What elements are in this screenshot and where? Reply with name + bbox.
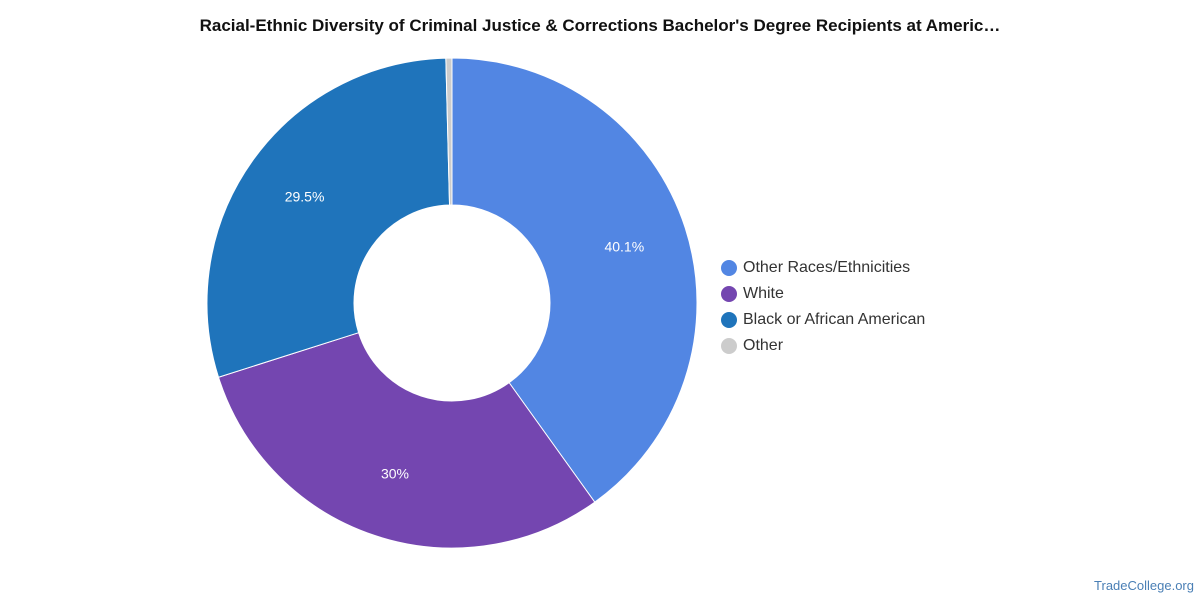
- slice-white[interactable]: [217, 332, 596, 549]
- legend-label: Other Races/Ethnicities: [743, 259, 911, 276]
- source-link[interactable]: TradeCollege.org: [1094, 578, 1194, 593]
- legend-item-other[interactable]: Other: [721, 333, 925, 359]
- slice-other-races-ethnicities[interactable]: [451, 57, 698, 503]
- legend-swatch-icon: [721, 260, 737, 276]
- slices-group: [206, 57, 698, 549]
- slice-label-black-or-african-american: 29.5%: [285, 189, 325, 205]
- chart-title: Racial-Ethnic Diversity of Criminal Just…: [199, 16, 1001, 35]
- legend-label: White: [743, 285, 784, 302]
- chart-legend: Other Races/Ethnicities White Black or Afr…: [721, 255, 925, 359]
- legend-item-other-races-ethnicities[interactable]: Other Races/Ethnicities: [721, 255, 925, 281]
- legend-label: Other: [743, 337, 784, 354]
- slice-labels-group: 40.1% 30% 29.5%: [285, 189, 644, 482]
- legend-swatch-icon: [721, 286, 737, 302]
- slice-label-other-races-ethnicities: 40.1%: [604, 238, 644, 254]
- legend-swatch-icon: [721, 312, 737, 328]
- slice-black-or-african-american[interactable]: [206, 57, 451, 378]
- slice-label-white: 30%: [381, 465, 409, 481]
- slice-other[interactable]: [445, 57, 453, 206]
- legend-item-black-or-african-american[interactable]: Black or African American: [721, 307, 925, 333]
- legend-label: Black or African American: [743, 311, 926, 328]
- legend-swatch-icon: [721, 338, 737, 354]
- legend-item-white[interactable]: White: [721, 281, 925, 307]
